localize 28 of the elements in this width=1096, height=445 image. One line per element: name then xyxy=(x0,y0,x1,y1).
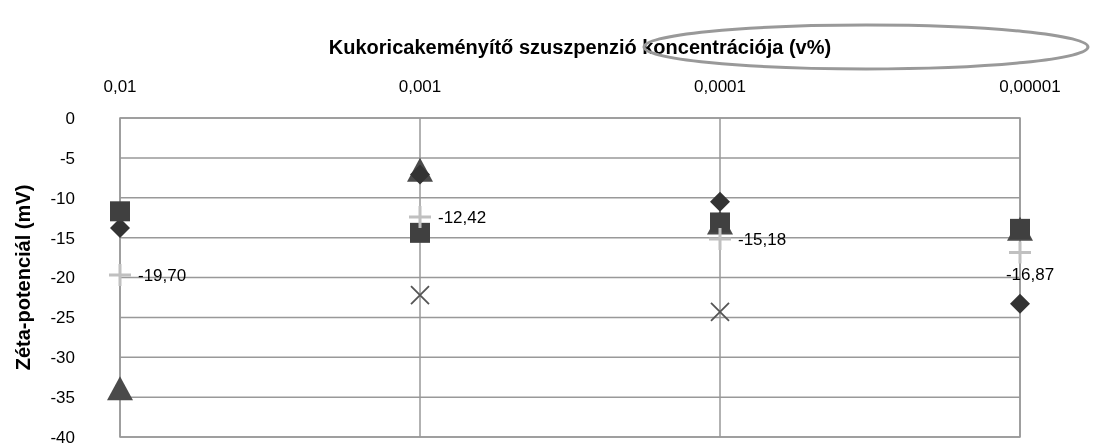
data-label: -19,70 xyxy=(138,266,187,286)
y-axis-title: Zéta-potenciál (mV) xyxy=(12,184,34,371)
x-tick-label: 0,00001 xyxy=(999,77,1061,96)
x-tick-label: 0,01 xyxy=(103,77,137,96)
x-tick-label: 0,0001 xyxy=(694,77,746,96)
point xyxy=(709,228,731,251)
y-tick-label: -15 xyxy=(50,228,75,248)
y-tick-label: -5 xyxy=(59,148,75,168)
point xyxy=(710,301,730,322)
y-tick-label: -35 xyxy=(50,388,75,408)
x-tick-label: 0,001 xyxy=(398,77,442,96)
y-tick-label: -30 xyxy=(50,348,75,368)
point xyxy=(410,285,430,305)
data-label: -15,18 xyxy=(738,230,787,250)
point xyxy=(1009,241,1031,264)
y-tick-label: -25 xyxy=(50,308,75,328)
point xyxy=(1010,293,1030,314)
point xyxy=(409,206,431,229)
y-tick-label: -20 xyxy=(50,268,75,288)
data-label: -12,42 xyxy=(438,208,487,227)
data-label: -16,87 xyxy=(1005,265,1055,285)
point xyxy=(110,218,130,239)
chart-title: Kukoricakeményítő szuszpenzió koncentrációja (v%) xyxy=(328,36,832,58)
y-tick-label: 0 xyxy=(65,108,75,128)
point xyxy=(109,264,131,287)
point xyxy=(710,191,730,212)
y-tick-label: -40 xyxy=(50,427,75,445)
y-tick-label: -10 xyxy=(50,188,75,208)
